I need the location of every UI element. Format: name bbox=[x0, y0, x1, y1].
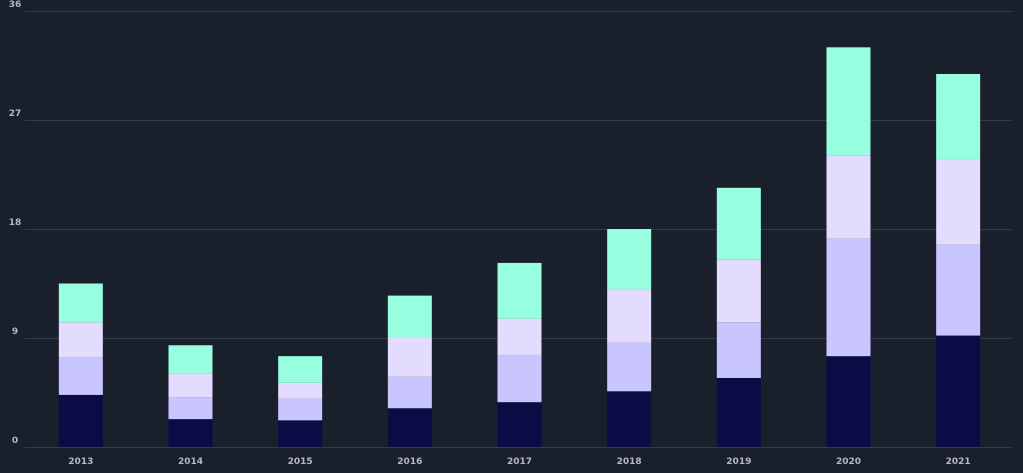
bar-segment-2020-series-2 bbox=[826, 238, 871, 357]
bar-segment-2015-series-1 bbox=[278, 420, 323, 447]
bar-segment-2021-series-2 bbox=[936, 244, 981, 336]
bar-segment-2017-series-1 bbox=[497, 402, 542, 447]
bar-segment-2018-series-2 bbox=[607, 342, 652, 392]
x-tick-label: 2021 bbox=[946, 457, 971, 467]
bar-segment-2015-series-3 bbox=[278, 382, 323, 399]
bar-segment-2017-series-2 bbox=[497, 354, 542, 403]
bar-segment-2014-series-4 bbox=[168, 345, 213, 374]
bar-segment-2015-series-2 bbox=[278, 398, 323, 421]
bar-segment-2020-series-4 bbox=[826, 47, 871, 156]
x-tick-label: 2020 bbox=[836, 457, 861, 467]
bar-segment-2016-series-1 bbox=[387, 408, 432, 447]
x-tick-label: 2014 bbox=[178, 457, 203, 467]
bar-segment-2014-series-2 bbox=[168, 397, 213, 420]
x-tick-label: 2016 bbox=[397, 457, 422, 467]
y-tick-label: 36 bbox=[9, 0, 22, 10]
bar-segment-2019-series-2 bbox=[716, 322, 761, 378]
x-tick-label: 2018 bbox=[617, 457, 642, 467]
bar-segment-2018-series-1 bbox=[607, 391, 652, 447]
x-tick-label: 2013 bbox=[68, 457, 93, 467]
bar-segment-2020-series-1 bbox=[826, 356, 871, 447]
bar-segment-2021-series-1 bbox=[936, 335, 981, 447]
bar-segment-2016-series-3 bbox=[387, 338, 432, 377]
bar-segment-2018-series-3 bbox=[607, 289, 652, 343]
bar-segment-2019-series-3 bbox=[716, 259, 761, 323]
y-tick-label: 18 bbox=[9, 218, 22, 228]
bar-segment-2014-series-3 bbox=[168, 373, 213, 398]
y-tick-label: 0 bbox=[12, 436, 18, 446]
y-tick-label: 27 bbox=[9, 109, 22, 119]
x-tick-label: 2015 bbox=[288, 457, 313, 467]
bar-segment-2021-series-3 bbox=[936, 159, 981, 245]
bars bbox=[58, 47, 981, 447]
bar-segment-2014-series-1 bbox=[168, 419, 213, 447]
bar-segment-2013-series-2 bbox=[58, 357, 103, 395]
bar-segment-2019-series-1 bbox=[716, 377, 761, 447]
x-axis: 2013 2014 2015 2016 2017 2018 2019 2020 2021 bbox=[68, 457, 970, 467]
bar-segment-2013-series-3 bbox=[58, 322, 103, 358]
y-tick-label: 9 bbox=[12, 327, 18, 337]
bar-segment-2018-series-4 bbox=[607, 229, 652, 290]
x-tick-label: 2019 bbox=[726, 457, 751, 467]
bar-segment-2017-series-4 bbox=[497, 262, 542, 319]
bar-segment-2017-series-3 bbox=[497, 318, 542, 355]
bar-segment-2013-series-4 bbox=[58, 283, 103, 323]
bar-segment-2019-series-4 bbox=[716, 187, 761, 260]
bar-segment-2020-series-3 bbox=[826, 155, 871, 239]
bar-segment-2013-series-1 bbox=[58, 394, 103, 447]
x-tick-label: 2017 bbox=[507, 457, 532, 467]
y-axis: 0 9 18 27 36 bbox=[9, 0, 22, 446]
bar-segment-2021-series-4 bbox=[936, 73, 981, 160]
bar-segment-2016-series-2 bbox=[387, 376, 432, 409]
bar-segment-2016-series-4 bbox=[387, 295, 432, 338]
bar-segment-2015-series-4 bbox=[278, 356, 323, 383]
